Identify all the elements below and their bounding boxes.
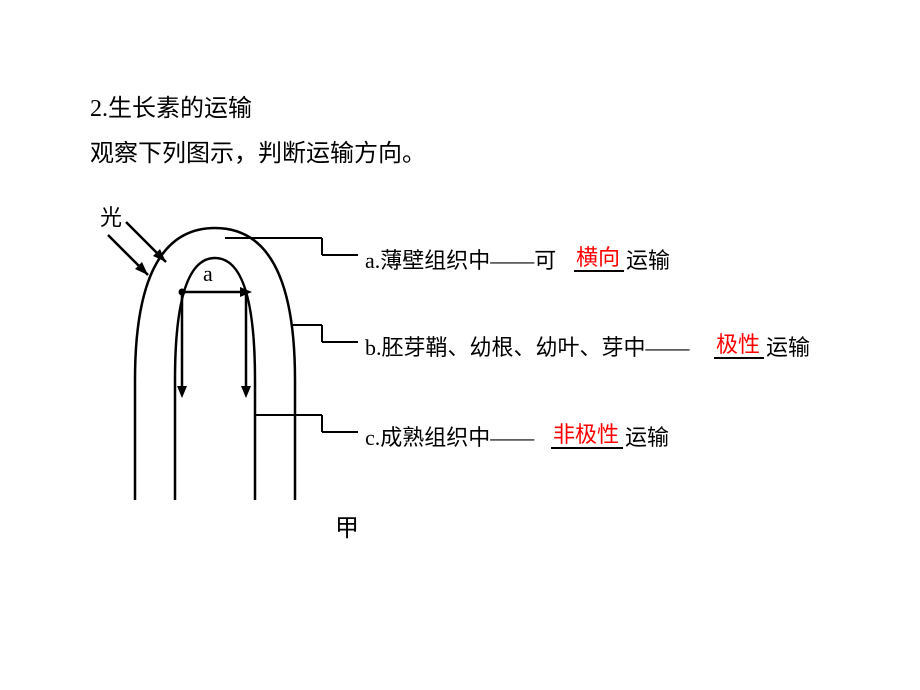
underline-a [574, 270, 624, 272]
label-a-suffix: 运输 [626, 243, 670, 275]
answer-c: 非极性 [553, 417, 619, 449]
label-a-prefix: a.薄壁组织中——可 [365, 243, 556, 275]
inner-a-label: a [203, 261, 213, 287]
diagram-container: 光 a a.薄壁组织中——可 横向 运输 b.胚芽鞘、幼根、幼叶、芽中—— 极性… [0, 0, 920, 690]
label-c-prefix: c.成熟组织中—— [365, 420, 534, 452]
label-b-suffix: 运输 [766, 330, 810, 362]
underline-b [714, 357, 764, 359]
answer-b: 极性 [716, 327, 760, 359]
label-c-suffix: 运输 [625, 420, 669, 452]
answer-a: 横向 [576, 240, 620, 272]
underline-c [551, 447, 623, 449]
light-label: 光 [100, 200, 122, 232]
label-b-prefix: b.胚芽鞘、幼根、幼叶、芽中—— [365, 330, 690, 362]
diagram-caption: 甲 [335, 508, 359, 543]
